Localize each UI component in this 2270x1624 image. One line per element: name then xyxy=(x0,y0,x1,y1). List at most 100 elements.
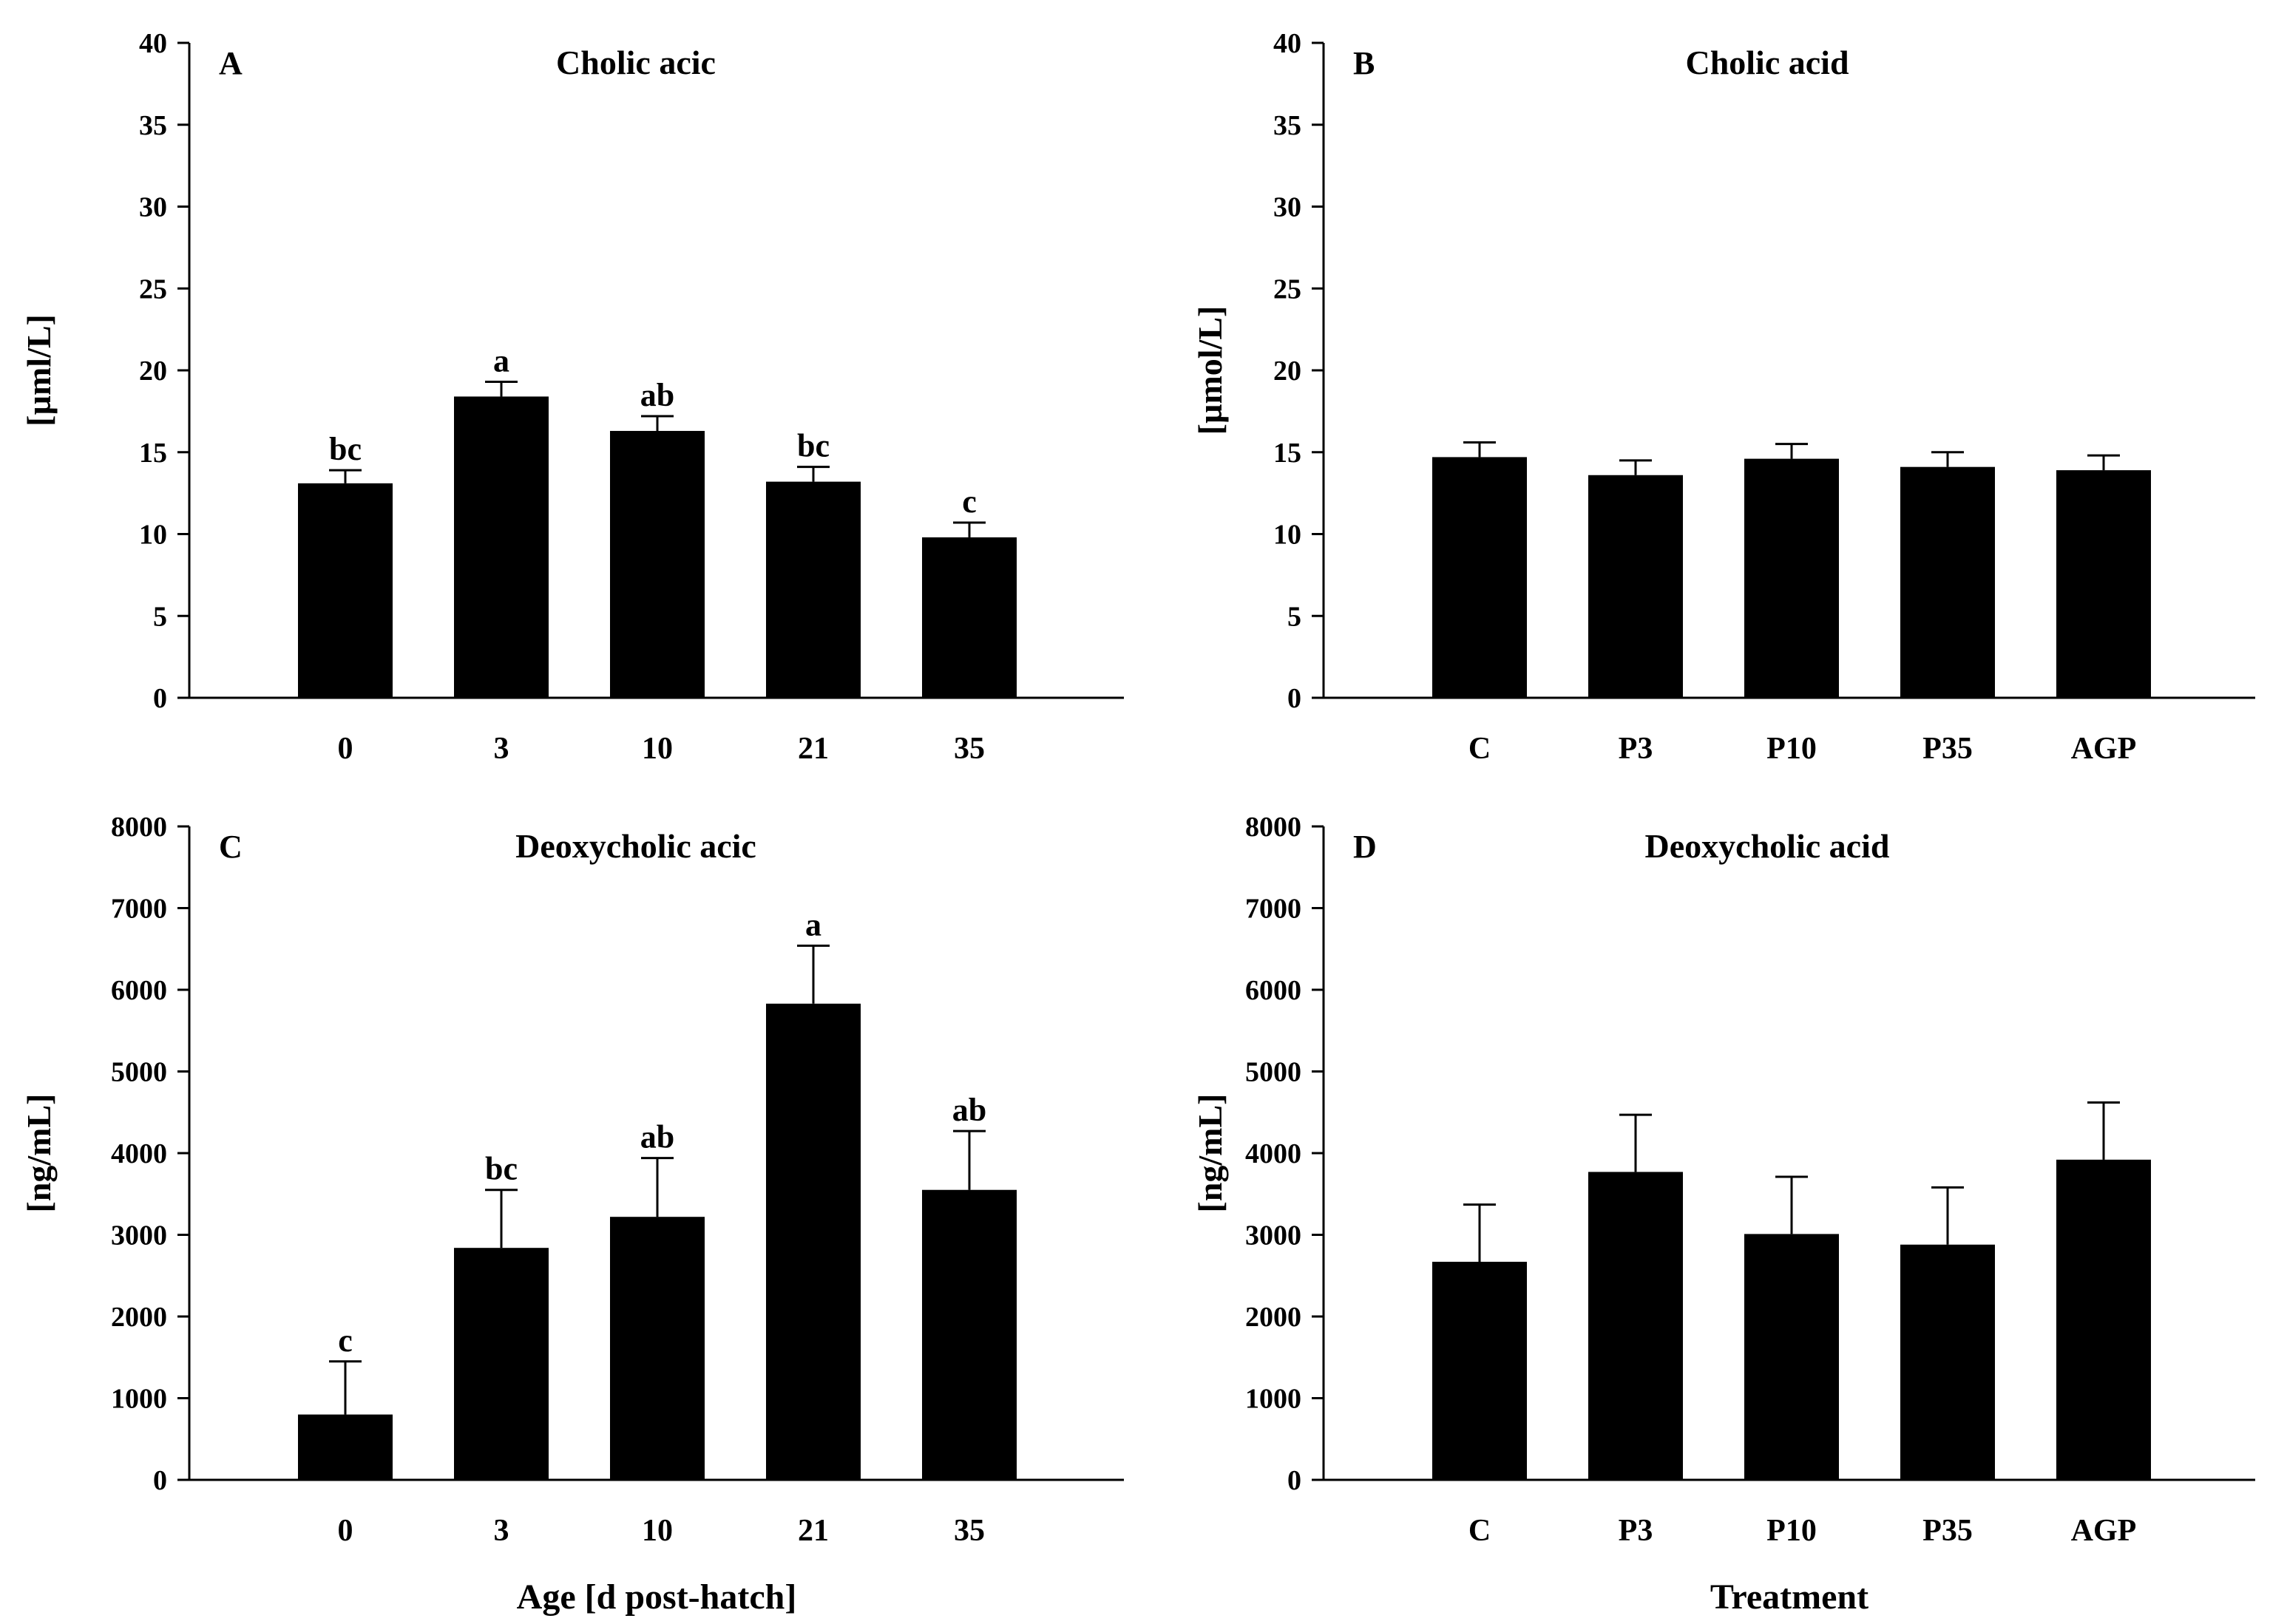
panel-d-y-tick-label: 8000 xyxy=(1245,812,1301,843)
panel-b-y-tick-label: 25 xyxy=(1273,274,1301,305)
panel-b-y-axis-label: [µmol/L] xyxy=(1191,306,1229,435)
panel-b-x-tick-label: P10 xyxy=(1766,732,1817,766)
panel-a-bar xyxy=(298,483,393,698)
panel-a-significance-label: a xyxy=(493,343,509,379)
panel-b-y-tick-label: 5 xyxy=(1287,601,1301,632)
panel-b-x-tick-label: P35 xyxy=(1922,732,1973,766)
panel-c-y-tick-label: 3000 xyxy=(111,1220,167,1251)
panel-c-x-axis-label: Age [d post-hatch] xyxy=(517,1577,797,1617)
panel-d-letter: D xyxy=(1353,829,1377,865)
panel-d-y-tick-label: 3000 xyxy=(1245,1220,1301,1251)
panel-b-y-tick-label: 0 xyxy=(1287,683,1301,714)
panel-a-x-tick-label: 3 xyxy=(494,732,509,766)
panel-c-x-tick-label: 0 xyxy=(338,1514,353,1548)
panel-c-significance-label: ab xyxy=(952,1092,986,1128)
panel-c-x-tick-label: 10 xyxy=(642,1514,673,1548)
panel-c-bar xyxy=(454,1248,549,1480)
panel-b-x-tick-label: P3 xyxy=(1619,732,1653,766)
panel-c-significance-label: c xyxy=(338,1322,353,1359)
panel-a: 0 5 10 15 20 25 30 35 40 A Cholic acic [µml/L] bc 0 a 3… xyxy=(20,28,1124,766)
panel-b-bar xyxy=(2056,470,2151,698)
panel-c-x-tick-label: 3 xyxy=(494,1514,509,1548)
panel-b-bar xyxy=(1432,457,1527,698)
panel-d-x-tick-label: P35 xyxy=(1922,1514,1973,1548)
panel-c-y-tick-label: 6000 xyxy=(111,975,167,1006)
panel-d-x-tick-label: P10 xyxy=(1766,1514,1817,1548)
panel-a-title: Cholic acic xyxy=(556,44,716,81)
panel-a-y-tick-label: 15 xyxy=(139,438,167,469)
panel-c-y-tick-label: 2000 xyxy=(111,1302,167,1333)
panel-d-y-tick-label: 1000 xyxy=(1245,1384,1301,1415)
panel-c-y-tick-label: 5000 xyxy=(111,1057,167,1088)
panel-c-y-axis-label: [ng/mL] xyxy=(20,1094,58,1213)
panel-a-significance-label: bc xyxy=(797,428,830,464)
panel-a-bar xyxy=(766,481,861,698)
panel-b-x-tick-label: AGP xyxy=(2071,732,2137,766)
panel-c-bar xyxy=(610,1217,705,1480)
panel-d-y-tick-label: 5000 xyxy=(1245,1057,1301,1088)
panel-a-bar xyxy=(922,537,1017,698)
panel-d-bar xyxy=(1588,1172,1683,1480)
panel-a-significance-label: ab xyxy=(640,377,674,413)
panel-a-y-tick-label: 20 xyxy=(139,356,167,387)
panel-d-x-axis-label: Treatment xyxy=(1710,1577,1868,1617)
panel-b: 0 5 10 15 20 25 30 35 40 B Cholic acid [µmol/L] C P3 P… xyxy=(1191,28,2255,766)
panel-d-bar xyxy=(1432,1261,1527,1480)
panel-c-y-tick-label: 7000 xyxy=(111,894,167,925)
panel-c-significance-label: ab xyxy=(640,1119,674,1155)
panel-b-x-tick-label: C xyxy=(1468,732,1491,766)
panel-c-title: Deoxycholic acic xyxy=(515,827,756,865)
panel-b-bar xyxy=(1900,466,1995,698)
panel-a-x-tick-label: 10 xyxy=(642,732,673,766)
panel-b-letter: B xyxy=(1353,45,1375,81)
panel-b-y-tick-label: 15 xyxy=(1273,438,1301,469)
panel-d-bar xyxy=(1744,1234,1839,1480)
panel-b-bar xyxy=(1588,475,1683,698)
panel-a-significance-label: c xyxy=(962,483,977,520)
panel-b-y-tick-label: 20 xyxy=(1273,356,1301,387)
panel-a-bar xyxy=(610,430,705,698)
panel-c-bar xyxy=(766,1003,861,1480)
panel-d-y-tick-label: 2000 xyxy=(1245,1302,1301,1333)
panel-d-y-axis-label: [ng/mL] xyxy=(1191,1094,1229,1213)
panel-d-y-tick-label: 6000 xyxy=(1245,975,1301,1006)
panel-d-bar xyxy=(1900,1244,1995,1480)
panel-d-bar xyxy=(2056,1159,2151,1480)
panel-c-y-tick-label: 8000 xyxy=(111,812,167,843)
panel-c-bar xyxy=(922,1189,1017,1480)
panel-a-y-tick-label: 25 xyxy=(139,274,167,305)
panel-a-x-tick-label: 0 xyxy=(338,732,353,766)
panel-a-x-tick-label: 35 xyxy=(954,732,985,766)
panel-b-title: Cholic acid xyxy=(1685,44,1849,81)
panel-c-y-tick-label: 4000 xyxy=(111,1138,167,1169)
panel-d-x-tick-label: P3 xyxy=(1619,1514,1653,1548)
panel-a-y-tick-label: 30 xyxy=(139,192,167,223)
panel-a-letter: A xyxy=(219,45,243,81)
panel-a-y-tick-label: 40 xyxy=(139,28,167,59)
panel-c-x-tick-label: 21 xyxy=(798,1514,829,1548)
panel-d-y-tick-label: 0 xyxy=(1287,1465,1301,1496)
panel-c-bar xyxy=(298,1414,393,1480)
panel-c: 0 1000 2000 3000 4000 5000 6000 7000 8000 C Deoxyc… xyxy=(20,812,1124,1617)
panel-d-y-tick-label: 7000 xyxy=(1245,894,1301,925)
panel-b-y-tick-label: 10 xyxy=(1273,520,1301,551)
panel-b-y-tick-label: 35 xyxy=(1273,110,1301,141)
panel-b-bar xyxy=(1744,458,1839,698)
panel-c-significance-label: bc xyxy=(485,1151,518,1187)
panel-c-y-tick-label: 1000 xyxy=(111,1384,167,1415)
panel-a-y-tick-label: 35 xyxy=(139,110,167,141)
panel-d-title: Deoxycholic acid xyxy=(1645,827,1890,865)
panel-a-y-tick-label: 0 xyxy=(153,683,167,714)
panel-d: 0 1000 2000 3000 4000 5000 6000 7000 8000 D Deoxyc… xyxy=(1191,812,2255,1617)
panel-b-y-tick-label: 40 xyxy=(1273,28,1301,59)
panel-a-y-tick-label: 10 xyxy=(139,520,167,551)
panel-b-y-tick-label: 30 xyxy=(1273,192,1301,223)
panel-c-y-tick-label: 0 xyxy=(153,1465,167,1496)
panel-a-bar xyxy=(454,396,549,698)
panel-c-significance-label: a xyxy=(805,906,821,942)
panel-c-x-tick-label: 35 xyxy=(954,1514,985,1548)
panel-d-x-tick-label: AGP xyxy=(2071,1514,2137,1548)
panel-a-y-tick-label: 5 xyxy=(153,601,167,632)
